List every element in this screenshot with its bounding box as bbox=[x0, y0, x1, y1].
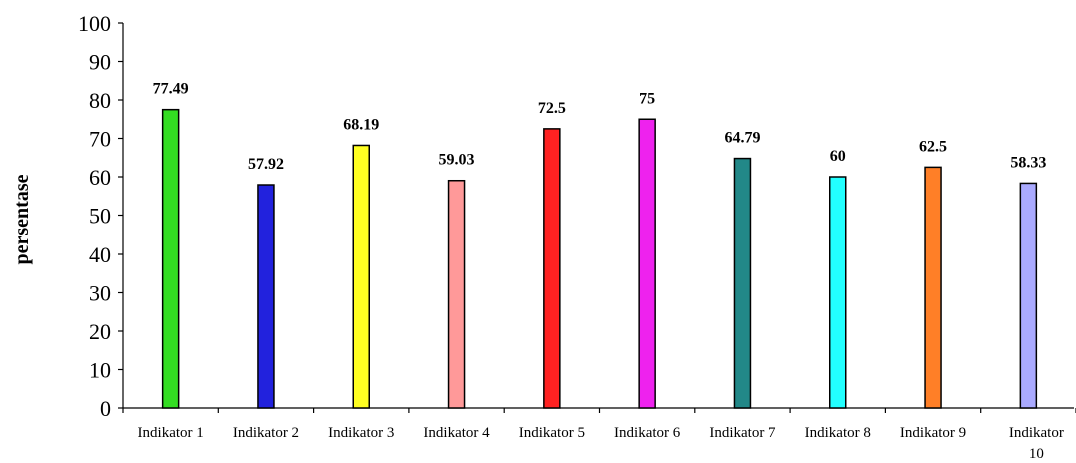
bar bbox=[352, 144, 370, 409]
bar bbox=[638, 118, 656, 409]
y-tick-label: 0 bbox=[100, 396, 111, 421]
bar bbox=[924, 166, 942, 409]
bar bbox=[257, 184, 275, 409]
data-label: 64.79 bbox=[724, 130, 760, 147]
x-tick-label: Indikator 4 bbox=[423, 425, 490, 441]
bar bbox=[1019, 182, 1038, 409]
y-tick-label: 90 bbox=[89, 50, 111, 75]
x-tick-label: Indikator 8 bbox=[805, 425, 871, 441]
x-tick-label: Indikator 5 bbox=[519, 425, 585, 441]
bars bbox=[161, 108, 1038, 409]
y-tick-label: 80 bbox=[89, 88, 111, 113]
y-tick-label: 100 bbox=[78, 11, 111, 36]
data-label: 59.03 bbox=[439, 152, 475, 169]
x-tick-label: Indikator 7 bbox=[709, 425, 776, 441]
x-tick-label: Indikator 9 bbox=[900, 425, 966, 441]
bar bbox=[161, 108, 180, 409]
x-tick-label: Indikator 3 bbox=[328, 425, 394, 441]
bar bbox=[543, 128, 561, 409]
y-axis-title-group: persentase bbox=[11, 174, 33, 264]
data-label: 72.5 bbox=[538, 100, 566, 117]
y-axis-title: persentase bbox=[11, 174, 33, 264]
x-tick-label: Indikator 10 bbox=[1009, 425, 1064, 462]
y-tick-label: 50 bbox=[89, 204, 111, 229]
y-tick-label: 60 bbox=[89, 165, 111, 190]
y-axis-ticks: 0 10 20 30 40 50 60 70 80 90 100 bbox=[78, 11, 123, 421]
bar bbox=[733, 157, 752, 409]
x-tick-label: Indikator 2 bbox=[233, 425, 299, 441]
y-tick-label: 10 bbox=[89, 358, 111, 383]
y-tick-label: 20 bbox=[89, 319, 111, 344]
data-label: 75 bbox=[639, 90, 655, 107]
data-label: 68.19 bbox=[343, 116, 379, 133]
x-axis-labels: Indikator 1 Indikator 2 Indikator 3 Indikat… bbox=[138, 425, 1064, 462]
data-label: 57.92 bbox=[248, 156, 284, 173]
bar bbox=[447, 179, 466, 409]
data-labels: 77.49 57.92 68.19 59.03 72.5 75 64.79 60 62.5 58.… bbox=[153, 81, 1047, 173]
y-tick-label: 30 bbox=[89, 281, 111, 306]
data-label: 62.5 bbox=[919, 138, 947, 155]
data-label: 58.33 bbox=[1010, 154, 1046, 171]
x-tick-label: Indikator 1 bbox=[138, 425, 204, 441]
x-tick-label: Indikator 6 bbox=[614, 425, 681, 441]
bar bbox=[829, 176, 847, 409]
data-label: 77.49 bbox=[153, 81, 189, 98]
y-tick-label: 40 bbox=[89, 242, 111, 267]
data-label: 60 bbox=[830, 148, 846, 165]
y-tick-label: 70 bbox=[89, 127, 111, 152]
